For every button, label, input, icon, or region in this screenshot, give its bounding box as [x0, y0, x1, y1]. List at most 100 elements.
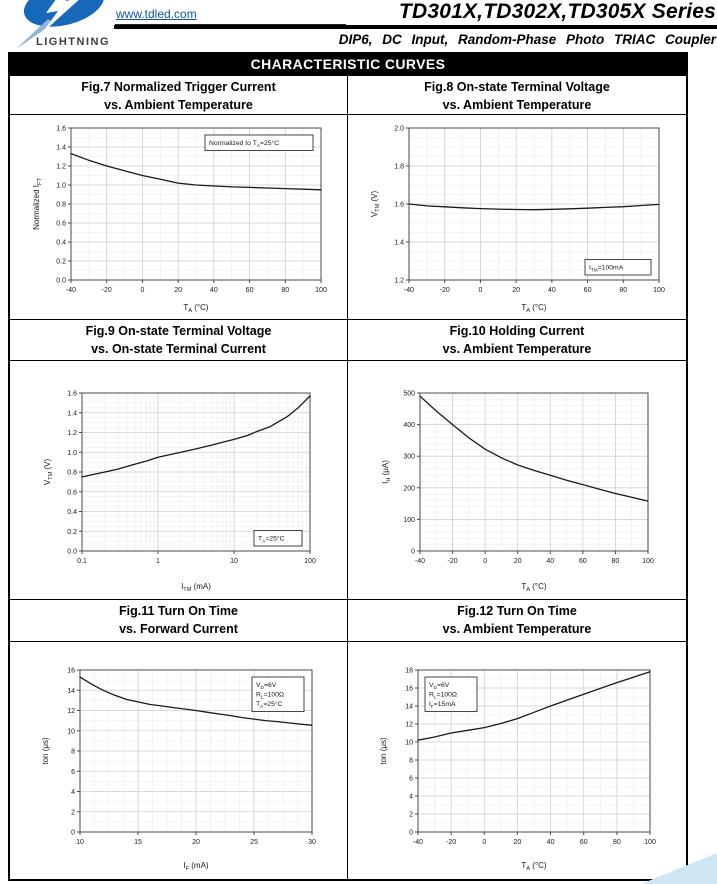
- svg-text:-40: -40: [65, 287, 75, 294]
- condition-annotation-box: [584, 259, 652, 276]
- svg-text:IH (μA): IH (μA): [381, 460, 392, 484]
- fig7-title: Fig.7 Normalized Trigger Current vs. Amb…: [10, 75, 348, 115]
- data-curve: [69, 152, 322, 191]
- svg-text:15: 15: [134, 839, 142, 846]
- fig8-title: Fig.8 On-state Terminal Voltage vs. Ambi…: [348, 75, 686, 115]
- svg-text:12: 12: [405, 721, 413, 728]
- chart-row-3: 10 15 20 25 30 0 2 4 6 8 10 12 14 16 IF (mA) ton (μs) VD…: [10, 642, 686, 879]
- fig7-title-line2: vs. Ambient Temperature: [104, 98, 253, 112]
- chart-canvas: -40 -20 0 20 40 60 80 100 0.0 0.2 0.4 0.6 0.8 1.0 1.2 1…: [32, 126, 327, 315]
- svg-text:60: 60: [579, 558, 587, 565]
- svg-text:16: 16: [405, 685, 413, 692]
- svg-text:0.8: 0.8: [56, 202, 66, 209]
- svg-text:-40: -40: [413, 839, 423, 846]
- chart-fig11: 10 15 20 25 30 0 2 4 6 8 10 12 14 16 IF (mA) ton (μs) VD…: [10, 642, 348, 879]
- svg-text:100: 100: [644, 839, 656, 846]
- fig11-title-line1: Fig.11 Turn On Time: [118, 604, 238, 618]
- svg-text:14: 14: [405, 703, 413, 710]
- fig11-title-line2: vs. Forward Current: [119, 622, 238, 636]
- svg-text:0.6: 0.6: [56, 221, 66, 228]
- chart-fig12: -40 -20 0 20 40 60 80 100 0 2 4 6 8 10 12 14 16 18 TA (°C)…: [348, 642, 686, 879]
- characteristic-curves-panel: CHARACTERISTIC CURVES Fig.7 Normalized T…: [8, 52, 688, 881]
- fig12-title-line2: vs. Ambient Temperature: [442, 622, 592, 636]
- section-header: CHARACTERISTIC CURVES: [10, 54, 686, 75]
- svg-text:ITM=100mA: ITM=100mA: [589, 265, 624, 274]
- svg-text:0: 0: [140, 287, 144, 294]
- chart-row-2: 0.1 1 10 100 0.0 0.2 0.4 0.6 0.8 1.0 1.2 1.4 1.6 ITM …: [10, 361, 686, 599]
- svg-text:400: 400: [403, 422, 415, 429]
- svg-text:2.0: 2.0: [394, 126, 404, 133]
- svg-text:VTM (V): VTM (V): [370, 191, 381, 218]
- chart-canvas: -40 -20 0 20 40 60 80 100 0 2 4 6 8 10 12 14 16 18 TA (°C)…: [379, 667, 656, 872]
- svg-text:20: 20: [512, 287, 520, 294]
- chart-fig10: -40 -20 0 20 40 60 80 100 0 100 200 300 400 500 TA (°C…: [348, 361, 686, 599]
- fig12-title-line1: Fig.12 Turn On Time: [457, 604, 577, 618]
- link-underline: [115, 24, 346, 25]
- svg-text:TA (°C): TA (°C): [521, 303, 546, 314]
- svg-text:0.0: 0.0: [56, 278, 66, 285]
- svg-text:40: 40: [548, 287, 556, 294]
- svg-text:200: 200: [403, 485, 415, 492]
- svg-text:100: 100: [642, 558, 654, 565]
- svg-text:1.2: 1.2: [67, 430, 77, 437]
- svg-text:300: 300: [403, 454, 415, 461]
- chart-canvas: -40 -20 0 20 40 60 80 100 1.2 1.4 1.6 1.8 2.0 TA (°C)…: [370, 126, 665, 315]
- lightning-logo-icon: [16, 0, 105, 49]
- svg-text:0: 0: [478, 287, 482, 294]
- fig12-title: Fig.12 Turn On Time vs. Ambient Temperat…: [348, 599, 686, 642]
- svg-text:20: 20: [174, 287, 182, 294]
- svg-text:10: 10: [67, 728, 75, 735]
- svg-text:0: 0: [411, 549, 415, 556]
- svg-text:VD=6V: VD=6V: [429, 682, 450, 691]
- chart-canvas: 0.1 1 10 100 0.0 0.2 0.4 0.6 0.8 1.0 1.2 1.4 1.6 ITM …: [43, 391, 316, 594]
- device-subtitle: DIP6, DC Input, Random-Phase Photo TRIAC…: [338, 32, 716, 47]
- svg-text:100: 100: [403, 517, 415, 524]
- header-rule: [114, 25, 717, 29]
- fig10-title-line2: vs. Ambient Temperature: [442, 342, 592, 356]
- svg-text:12: 12: [67, 708, 75, 715]
- website-link[interactable]: www.tdled.com: [116, 7, 197, 21]
- chart-canvas: -40 -20 0 20 40 60 80 100 0 100 200 300 400 500 TA (°C…: [381, 391, 654, 594]
- svg-text:4: 4: [71, 789, 75, 796]
- svg-text:1.8: 1.8: [394, 164, 404, 171]
- condition-annotation-box: [251, 676, 304, 712]
- fig8-title-line1: Fig.8 On-state Terminal Voltage: [424, 80, 610, 94]
- svg-text:1.2: 1.2: [56, 164, 66, 171]
- title-row-2: Fig.9 On-state Terminal Voltage vs. On-s…: [10, 319, 686, 361]
- svg-text:80: 80: [612, 558, 620, 565]
- fig7-title-line1: Fig.7 Normalized Trigger Current: [81, 80, 276, 94]
- svg-text:2: 2: [409, 811, 413, 818]
- chart-fig8: -40 -20 0 20 40 60 80 100 1.2 1.4 1.6 1.8 2.0 TA (°C)…: [348, 115, 686, 319]
- svg-text:100: 100: [315, 287, 327, 294]
- svg-text:10: 10: [405, 739, 413, 746]
- fig8-title-line2: vs. Ambient Temperature: [442, 98, 592, 112]
- svg-text:-40: -40: [415, 558, 425, 565]
- svg-text:40: 40: [547, 839, 555, 846]
- data-curve: [417, 670, 651, 741]
- svg-text:ton (μs): ton (μs): [41, 737, 50, 765]
- svg-text:80: 80: [281, 287, 289, 294]
- svg-text:8: 8: [409, 757, 413, 764]
- data-curve: [78, 675, 313, 726]
- svg-text:4: 4: [409, 793, 413, 800]
- svg-text:1.2: 1.2: [394, 278, 404, 285]
- fig11-title: Fig.11 Turn On Time vs. Forward Current: [10, 599, 348, 642]
- svg-text:Normalized IFT: Normalized IFT: [32, 178, 43, 230]
- svg-text:TA (°C): TA (°C): [521, 861, 546, 872]
- svg-text:TA (°C): TA (°C): [521, 582, 546, 593]
- svg-text:0.2: 0.2: [67, 529, 77, 536]
- svg-text:60: 60: [584, 287, 592, 294]
- svg-text:0.0: 0.0: [67, 549, 77, 556]
- condition-annotation-box: [204, 134, 313, 151]
- svg-text:0.6: 0.6: [67, 489, 77, 496]
- svg-text:RL=100Ω: RL=100Ω: [256, 691, 284, 700]
- series-title: TD301X,TD302X,TD305X Series: [398, 0, 716, 23]
- chart-fig7: -40 -20 0 20 40 60 80 100 0.0 0.2 0.4 0.6 0.8 1.0 1.2 1…: [10, 115, 348, 319]
- svg-text:20: 20: [192, 839, 200, 846]
- chart-row-1: -40 -20 0 20 40 60 80 100 0.0 0.2 0.4 0.6 0.8 1.0 1.2 1…: [10, 115, 686, 319]
- svg-text:TA=25°C: TA=25°C: [258, 535, 285, 545]
- fig9-title: Fig.9 On-state Terminal Voltage vs. On-s…: [10, 319, 348, 361]
- svg-text:20: 20: [514, 558, 522, 565]
- fig10-title-line1: Fig.10 Holding Current: [449, 324, 585, 338]
